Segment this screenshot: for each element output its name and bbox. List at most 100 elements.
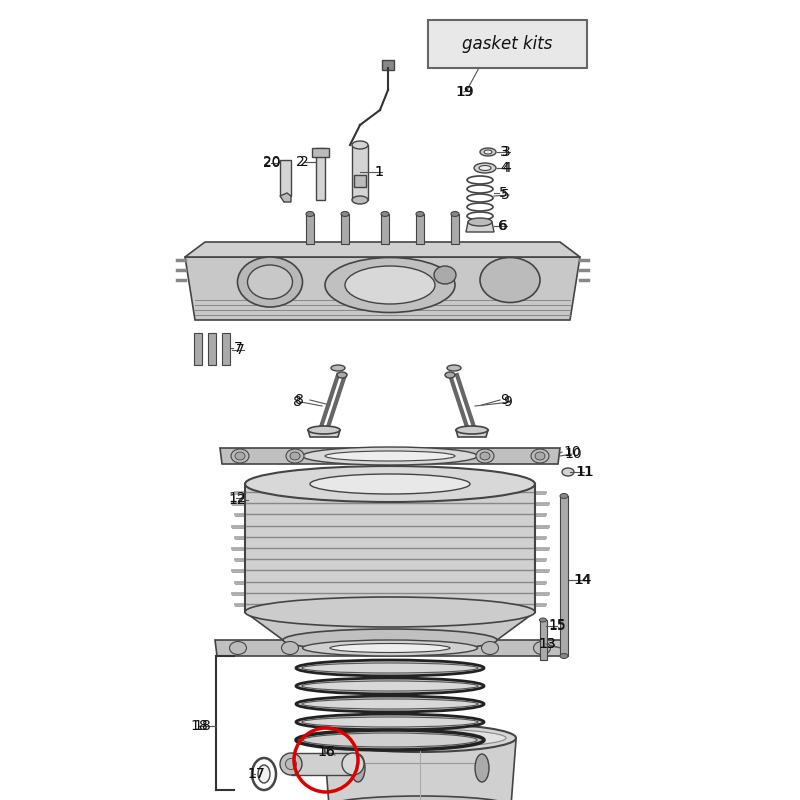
Bar [312,148,329,157]
Bar [354,175,366,187]
Text: 4: 4 [502,161,510,175]
Ellipse shape [280,753,302,775]
Ellipse shape [330,643,450,653]
Ellipse shape [310,474,470,494]
Text: 10: 10 [564,447,582,461]
Bar [306,214,314,244]
Ellipse shape [258,765,270,783]
Polygon shape [291,753,353,775]
Ellipse shape [331,365,345,371]
Text: 5: 5 [501,188,510,202]
Ellipse shape [325,258,455,313]
Ellipse shape [337,372,347,378]
Bar [540,620,547,660]
Ellipse shape [447,365,461,371]
Text: 7: 7 [234,341,242,355]
Ellipse shape [562,468,574,476]
Ellipse shape [480,452,490,460]
Text: 3: 3 [502,145,510,159]
Ellipse shape [480,258,540,302]
Polygon shape [324,740,516,800]
Bar [280,160,291,196]
Text: 1: 1 [374,165,383,179]
Ellipse shape [238,257,302,307]
Text: 16: 16 [317,745,334,759]
Text: 16: 16 [317,745,334,759]
Polygon shape [280,193,291,202]
Polygon shape [456,430,488,437]
Ellipse shape [534,642,550,654]
Ellipse shape [282,642,298,654]
Ellipse shape [560,494,568,498]
Text: 1: 1 [374,165,383,179]
Ellipse shape [334,729,506,747]
Text: 3: 3 [500,145,509,159]
Bar [341,214,349,244]
Text: 20: 20 [263,156,281,170]
Text: 13: 13 [538,637,556,651]
Ellipse shape [303,733,477,747]
Ellipse shape [531,449,549,463]
Ellipse shape [296,678,484,694]
Text: 12: 12 [228,491,246,505]
Ellipse shape [352,196,368,204]
Ellipse shape [245,597,535,627]
Ellipse shape [302,640,478,656]
Polygon shape [308,430,340,437]
Ellipse shape [296,730,484,750]
Text: 13: 13 [538,637,556,651]
Ellipse shape [535,452,545,460]
Ellipse shape [539,618,546,622]
Text: 8: 8 [293,395,302,409]
Text: 17: 17 [247,767,265,781]
Ellipse shape [468,218,492,226]
Polygon shape [245,612,535,640]
FancyBboxPatch shape [428,20,587,68]
Ellipse shape [476,449,494,463]
Text: 11: 11 [575,465,593,479]
Ellipse shape [231,449,249,463]
Ellipse shape [308,426,340,434]
Text: 9: 9 [500,393,509,407]
Text: 9: 9 [503,395,512,409]
Text: 5: 5 [499,186,508,200]
Text: 15: 15 [548,618,566,632]
Text: 18: 18 [190,719,208,733]
Ellipse shape [296,696,484,712]
Ellipse shape [456,426,488,434]
Ellipse shape [247,265,293,299]
Ellipse shape [286,449,304,463]
Bar [416,214,424,244]
Ellipse shape [451,211,459,217]
Ellipse shape [351,754,365,782]
Text: 10: 10 [563,445,581,459]
Text: gasket kits: gasket kits [462,35,552,53]
Text: 12: 12 [228,493,246,507]
Ellipse shape [306,211,314,217]
Ellipse shape [434,266,456,284]
Bar [352,145,368,200]
Ellipse shape [302,681,478,691]
Bar [194,333,202,365]
Text: 20: 20 [263,155,281,169]
Ellipse shape [302,447,478,465]
Text: 2: 2 [300,155,309,169]
Ellipse shape [479,166,491,170]
Text: 19: 19 [455,85,473,99]
Text: 8: 8 [295,393,304,407]
Ellipse shape [286,758,297,770]
Text: 6: 6 [499,219,508,233]
Bar [381,214,389,244]
Ellipse shape [342,753,364,775]
Ellipse shape [445,372,455,378]
Ellipse shape [296,660,484,676]
Ellipse shape [290,452,300,460]
Polygon shape [185,257,580,320]
Bar [222,333,230,365]
Polygon shape [245,484,535,612]
Ellipse shape [560,654,568,658]
Ellipse shape [230,642,246,654]
Polygon shape [466,222,494,232]
Text: 14: 14 [573,573,590,587]
Ellipse shape [235,452,245,460]
